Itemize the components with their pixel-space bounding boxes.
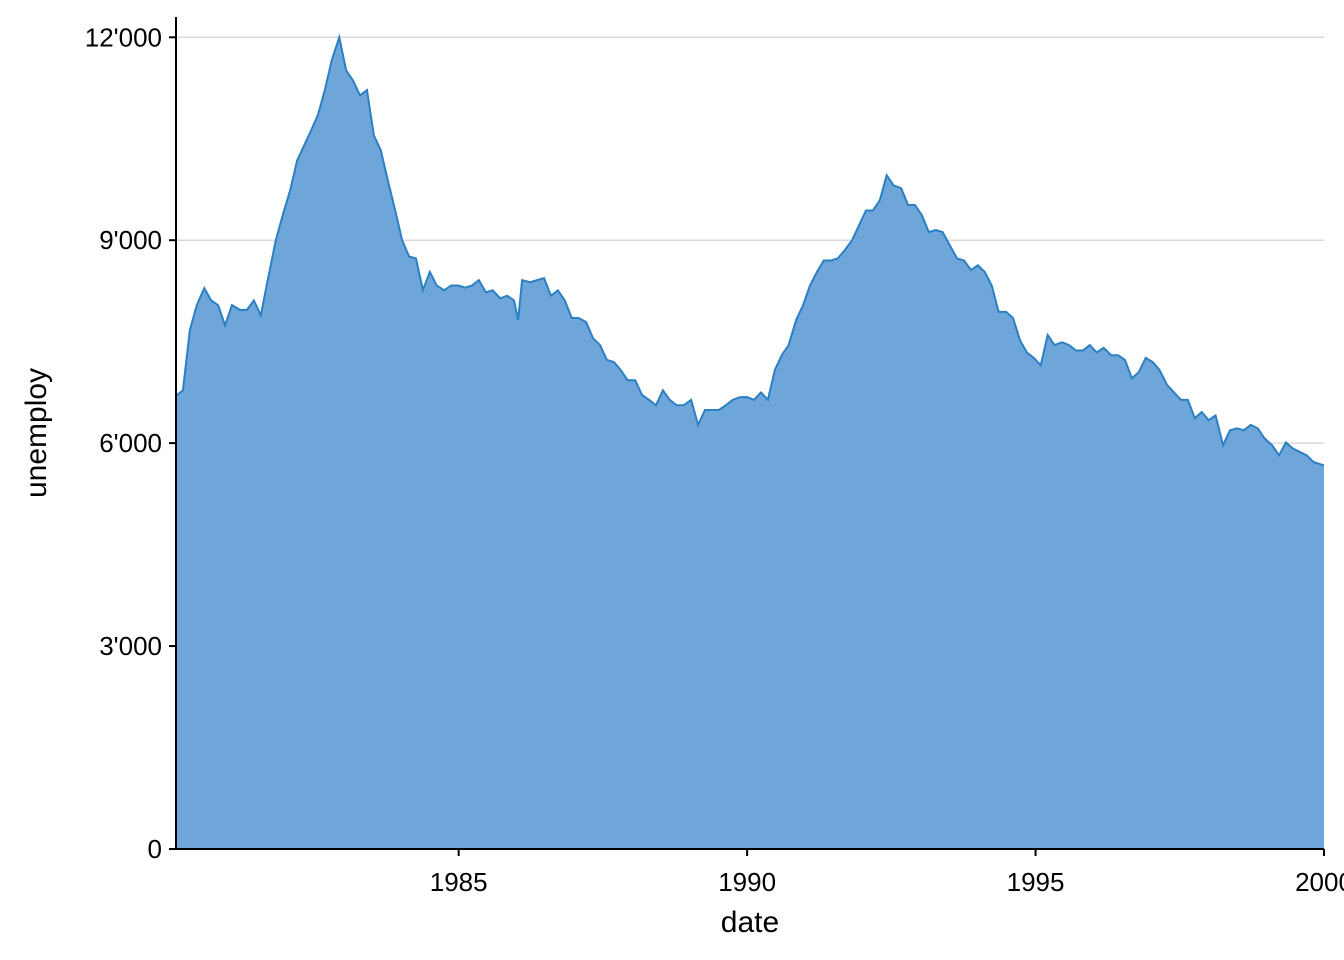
y-tick-label: 9'000 (99, 225, 162, 255)
x-tick-label: 2000 (1295, 867, 1344, 897)
y-tick-label: 12'000 (85, 22, 162, 52)
x-tick-label: 1995 (1007, 867, 1065, 897)
y-tick-label: 3'000 (99, 631, 162, 661)
y-axis-title: unemploy (20, 368, 53, 498)
area-line (175, 33, 1325, 467)
x-tick-label: 1985 (430, 867, 488, 897)
x-tick-label: 1990 (718, 867, 776, 897)
x-axis-title: date (721, 906, 779, 939)
y-tick-label: 0 (148, 834, 162, 864)
y-tick-label: 6'000 (99, 428, 162, 458)
area (176, 37, 1324, 850)
